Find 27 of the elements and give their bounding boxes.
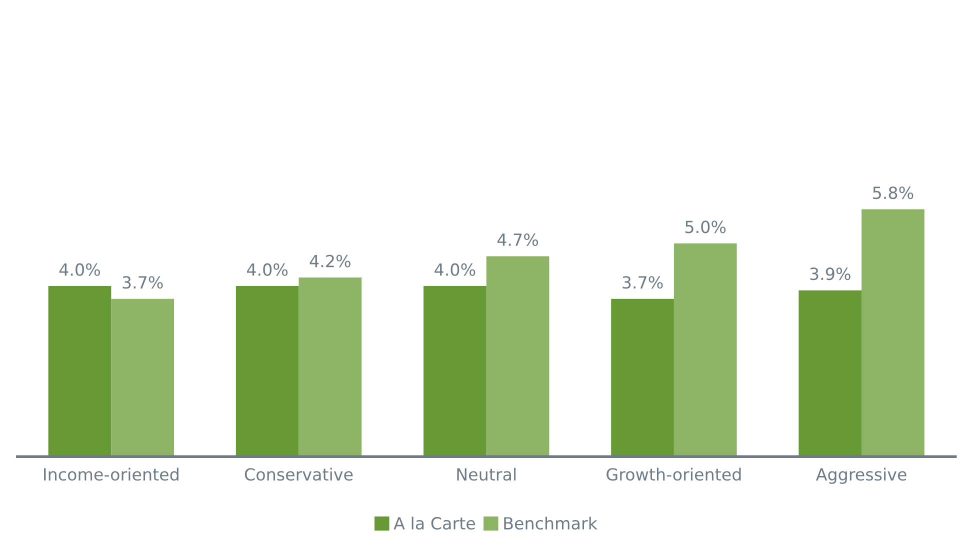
data-label: 4.2% (310, 254, 350, 268)
data-label: 3.7% (122, 276, 163, 289)
x-tick-label: Income-oriented (44, 468, 178, 481)
data-label: 3.7% (622, 276, 663, 289)
bar (862, 209, 924, 457)
data-label: 4.0% (59, 263, 100, 276)
bar (48, 286, 112, 457)
x-tick-label: Neutral (457, 468, 516, 481)
bar (611, 298, 674, 457)
x-tick-label: Growth-oriented (606, 468, 741, 481)
bar (798, 290, 862, 457)
bar (486, 256, 550, 457)
x-tick-label: Conservative (244, 468, 353, 481)
legend-label: Benchmark (504, 516, 598, 530)
bar (236, 286, 299, 457)
data-label: 5.8% (873, 186, 914, 200)
data-label: 4.0% (434, 263, 476, 276)
bar (111, 298, 174, 457)
data-label: 4.0% (246, 263, 288, 276)
x-tick-label: Aggressive (816, 468, 906, 484)
legend-label: A la Carte (394, 516, 476, 530)
bar (674, 243, 737, 457)
data-label: 3.9% (810, 268, 850, 280)
bar (424, 286, 486, 457)
bar (298, 278, 362, 457)
data-label: 5.0% (685, 220, 726, 234)
data-label: 4.7% (497, 233, 538, 246)
